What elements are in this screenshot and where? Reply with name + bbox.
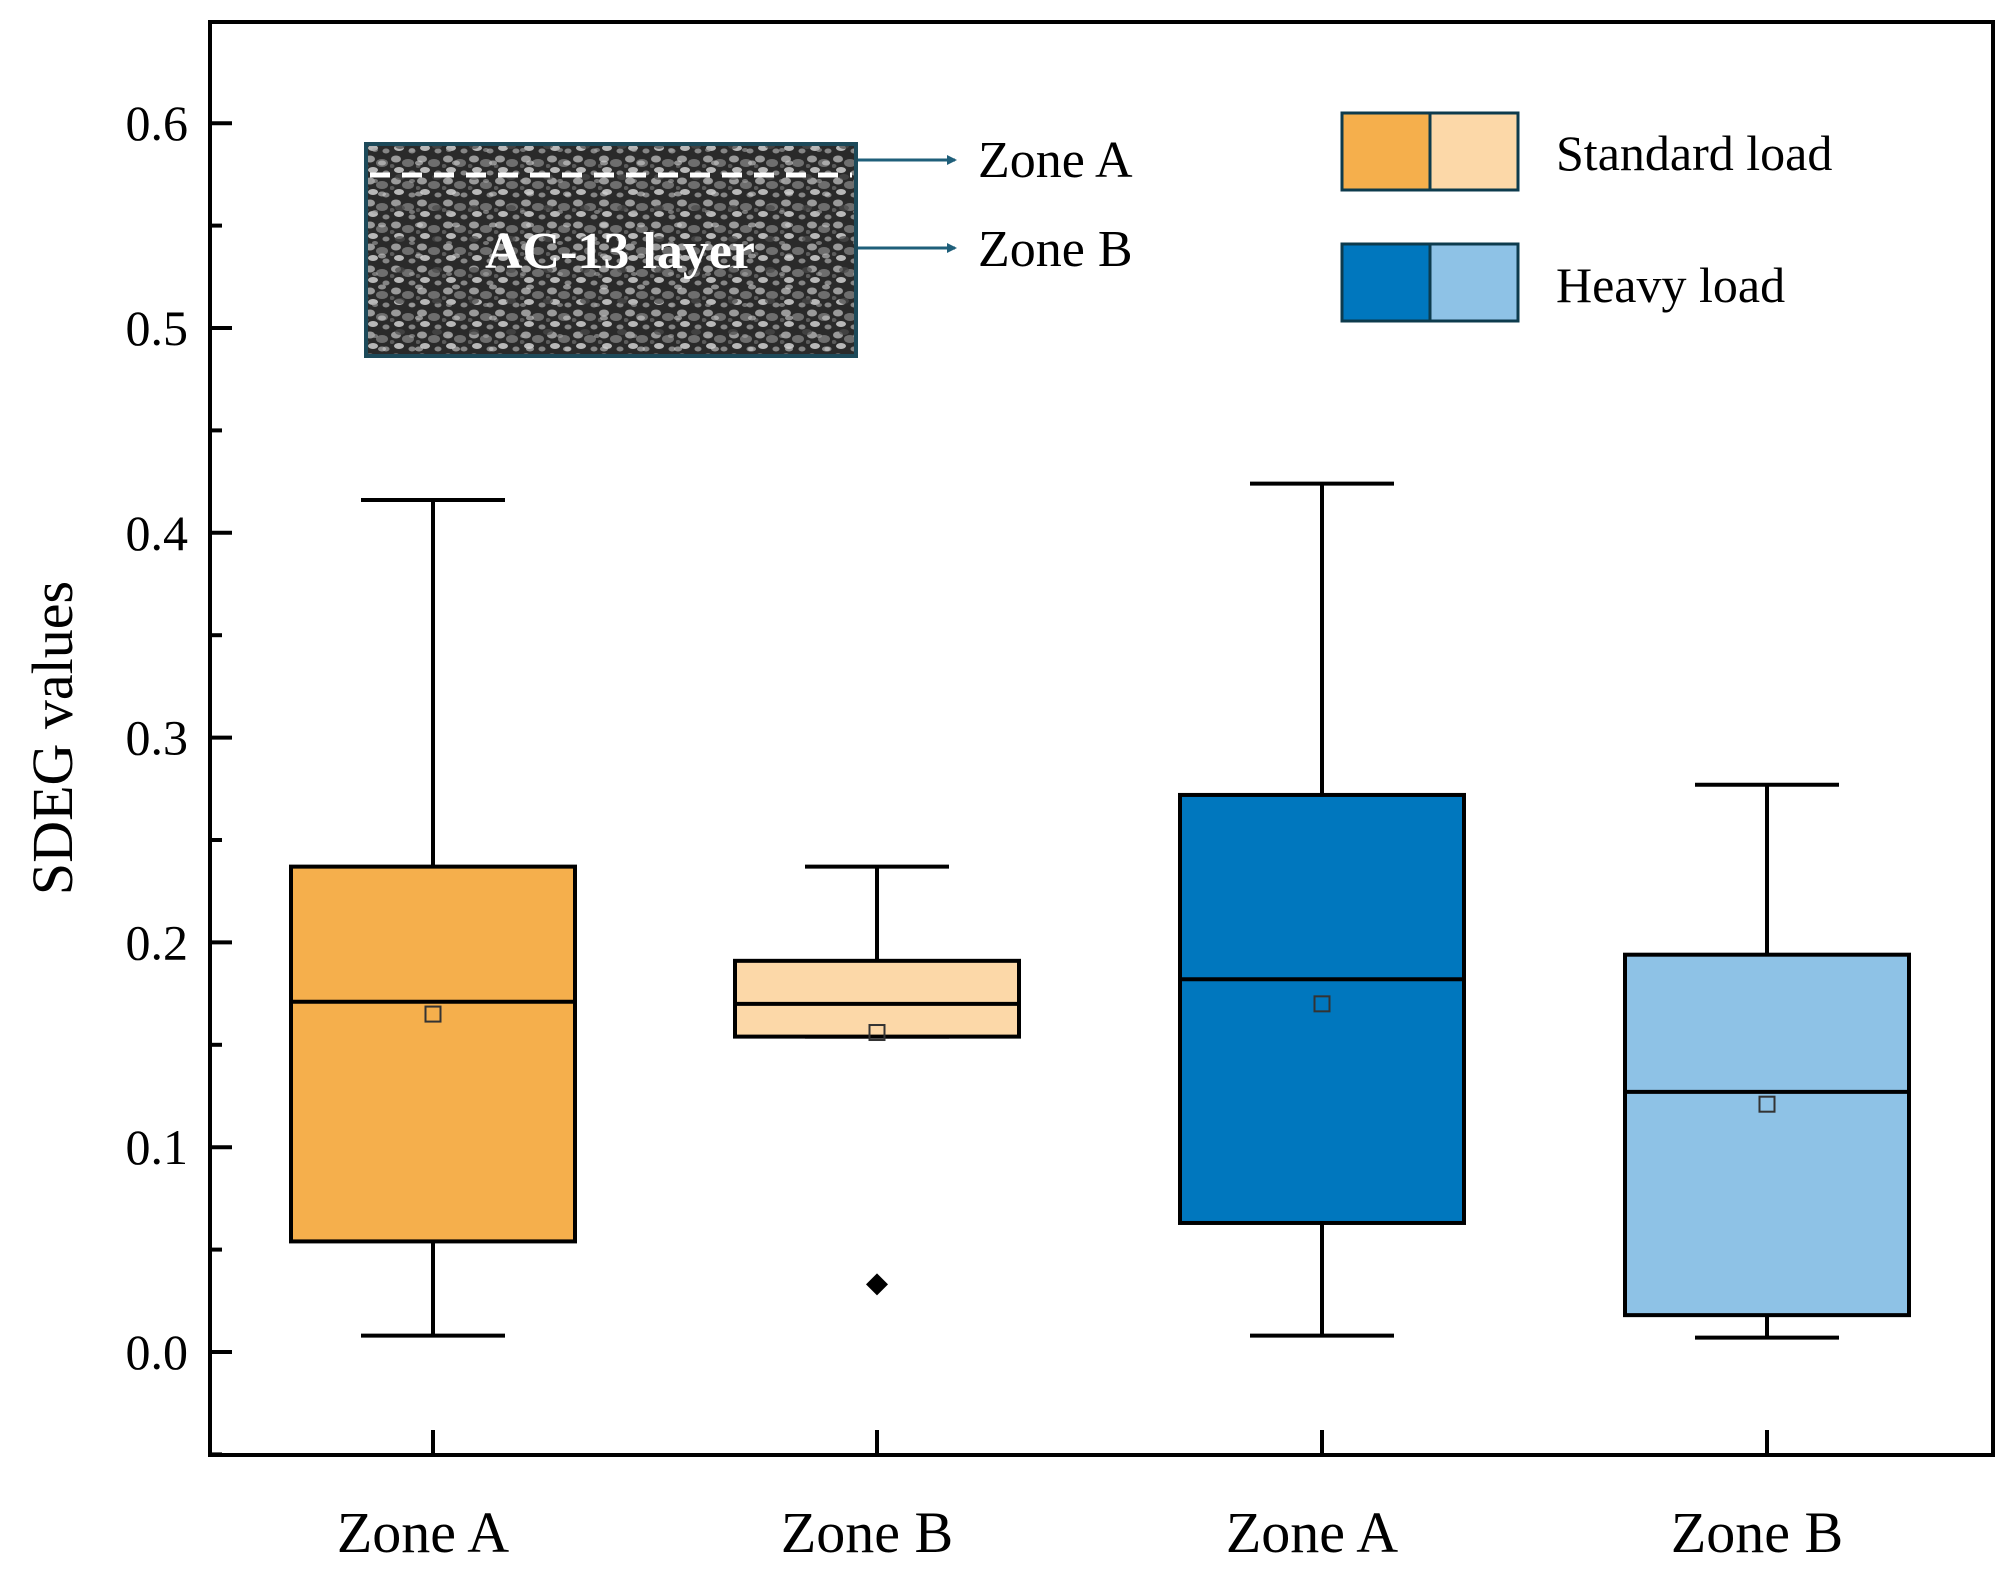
iqr-box [1623,952,1911,1318]
box-3 [1178,481,1466,1338]
inset-ac13-layer: AC-13 layer Zone A Zone B [364,132,1133,358]
legend-swatch-heavy-dark [1340,242,1432,323]
mean-marker [424,1005,442,1023]
inset-title: AC-13 layer [485,223,755,280]
iqr-box [289,864,577,1244]
iqr-box [1178,792,1466,1225]
y-tick-label: 0.3 [126,710,189,766]
y-tick-label: 0.5 [126,300,189,356]
mean-marker [868,1024,886,1042]
box-4 [1623,782,1911,1340]
legend-swatch-standard-dark [1340,111,1432,192]
legend-label-heavy-load: Heavy load [1556,257,1785,313]
outlier-point [866,1273,888,1296]
inset-zone-a-label: Zone A [978,132,1133,189]
y-tick-label: 0.6 [126,95,189,151]
box-2 [733,864,1021,1296]
y-tick-label: 0.1 [126,1119,189,1175]
iqr-box [733,958,1021,1039]
x-category-label: Zone B [1671,1500,1843,1565]
boxes-group [289,481,1911,1340]
box-1 [289,498,577,1338]
inset-border [364,142,858,358]
y-tick-label: 0.0 [126,1324,189,1380]
y-tick-label: 0.2 [126,914,189,970]
x-category-label: Zone A [337,1500,509,1565]
legend-swatch-standard-light [1428,111,1520,192]
legend: Standard load Heavy load [1340,111,1832,323]
legend-label-standard-load: Standard load [1556,125,1832,181]
x-axis: Zone A Zone B Zone A Zone B [337,1430,1843,1565]
y-axis-title: SDEG values [20,581,85,895]
x-category-label: Zone B [781,1500,953,1565]
mean-marker [1313,995,1331,1013]
legend-item-heavy-load: Heavy load [1340,242,1785,323]
y-tick-label: 0.4 [126,505,189,561]
inset-zone-b-label: Zone B [978,221,1133,278]
y-axis: 0.0 0.1 0.2 0.3 0.4 0.5 0.6 [126,95,232,1457]
legend-item-standard-load: Standard load [1340,111,1832,192]
legend-swatch-heavy-light [1428,242,1520,323]
mean-marker [1758,1095,1776,1113]
x-category-label: Zone A [1226,1500,1398,1565]
